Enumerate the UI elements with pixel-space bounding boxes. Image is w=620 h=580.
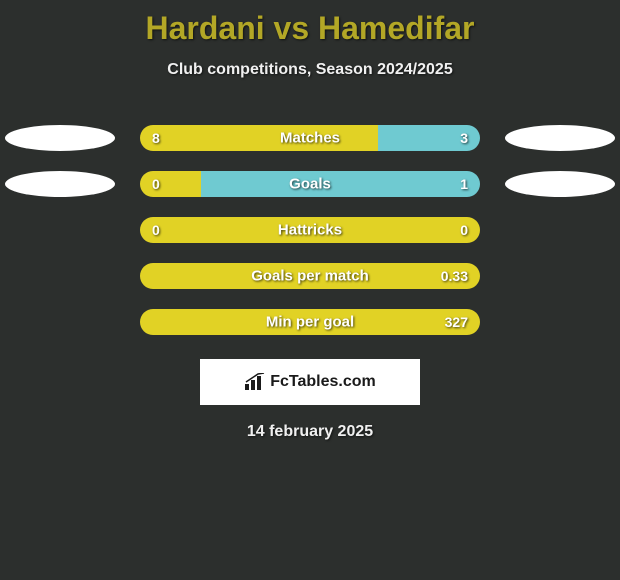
stat-bar: Goals per match0.33 — [140, 263, 480, 289]
comparison-rows: Matches83Goals01Hattricks00Goals per mat… — [0, 115, 620, 345]
stat-bar: Hattricks00 — [140, 217, 480, 243]
date-text: 14 february 2025 — [0, 423, 620, 441]
player-right-ellipse — [505, 171, 615, 197]
logo: FcTables.com — [244, 373, 376, 391]
stat-bar: Matches83 — [140, 125, 480, 151]
bars-icon — [244, 373, 266, 391]
stat-bar-left-seg — [140, 125, 378, 151]
player-right-ellipse — [505, 125, 615, 151]
page-title: Hardani vs Hamedifar — [0, 0, 620, 47]
logo-box: FcTables.com — [200, 359, 420, 405]
stat-bar-left-seg — [140, 263, 480, 289]
stat-value-right: 0.33 — [441, 268, 468, 284]
stat-bar-bg — [140, 171, 480, 197]
stat-bar-bg — [140, 125, 480, 151]
stat-row: Matches83 — [0, 115, 620, 161]
stat-value-left: 8 — [152, 130, 160, 146]
stat-bar-left-seg — [140, 217, 480, 243]
stat-value-right: 327 — [445, 314, 468, 330]
stat-bar: Min per goal327 — [140, 309, 480, 335]
stat-row: Hattricks00 — [0, 207, 620, 253]
subtitle: Club competitions, Season 2024/2025 — [0, 61, 620, 79]
player-left-ellipse — [5, 125, 115, 151]
stat-bar-bg — [140, 217, 480, 243]
stat-row: Goals per match0.33 — [0, 253, 620, 299]
stat-value-right: 3 — [460, 130, 468, 146]
stat-value-right: 1 — [460, 176, 468, 192]
stat-bar-left-seg — [140, 171, 201, 197]
logo-text: FcTables.com — [270, 373, 376, 391]
stat-value-left: 0 — [152, 176, 160, 192]
stat-row: Goals01 — [0, 161, 620, 207]
stat-bar-bg — [140, 263, 480, 289]
stat-value-right: 0 — [460, 222, 468, 238]
stat-bar-left-seg — [140, 309, 480, 335]
stat-row: Min per goal327 — [0, 299, 620, 345]
stat-value-left: 0 — [152, 222, 160, 238]
player-left-ellipse — [5, 171, 115, 197]
stat-bar: Goals01 — [140, 171, 480, 197]
stat-bar-right-seg — [201, 171, 480, 197]
stat-bar-bg — [140, 309, 480, 335]
